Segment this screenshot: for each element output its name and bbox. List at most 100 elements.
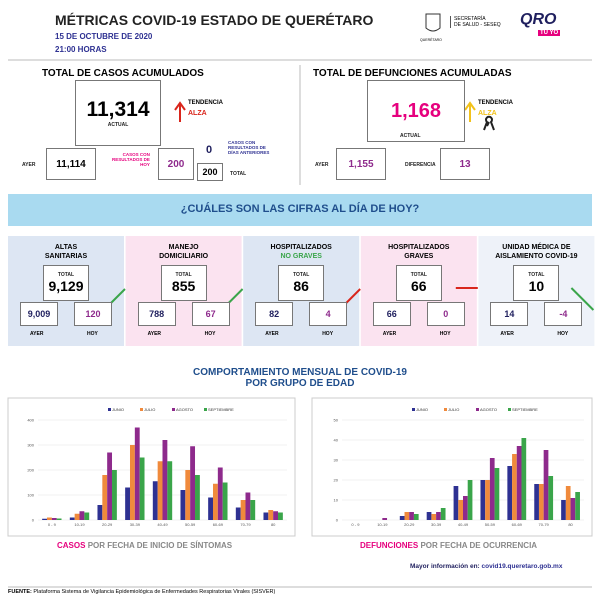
label: AYER <box>22 162 36 168</box>
bar <box>480 480 486 520</box>
bar <box>538 484 544 520</box>
label: AYER <box>315 162 329 168</box>
bar <box>250 500 256 520</box>
bar <box>134 427 140 520</box>
title: MÉTRICAS COVID-19 ESTADO DE QUERÉTARO <box>55 12 374 28</box>
card-total: 9,129 <box>48 278 84 294</box>
bar <box>84 512 90 520</box>
legend-swatch <box>508 408 511 411</box>
bar <box>565 486 571 520</box>
bar <box>507 466 513 520</box>
bar <box>107 452 113 520</box>
label: AYER <box>382 331 397 337</box>
x-tick-label: 60-69 <box>512 522 523 527</box>
caption: CASOS POR FECHA DE INICIO DE SÍNTOMAS <box>57 541 232 550</box>
bar <box>463 496 468 520</box>
card-total: 855 <box>171 278 196 294</box>
card-yesterday: 14 <box>490 302 529 326</box>
cases-previous: 0 <box>206 144 213 156</box>
bar <box>56 518 62 520</box>
bar <box>404 512 410 520</box>
bar <box>152 481 158 520</box>
footer-text: Plataforma Sistema de Vigilancia Epidemi… <box>33 589 276 595</box>
card-yesterday: 82 <box>255 302 294 326</box>
bar <box>102 475 108 520</box>
card-title: AISLAMIENTO COVID-19 <box>495 253 578 260</box>
caption-key: DEFUNCIONES <box>360 541 419 550</box>
cases-current: 11,314 <box>86 98 150 121</box>
bar <box>212 483 218 520</box>
state-label: QUERÉTARO <box>420 38 442 42</box>
y-tick-label: 400 <box>27 418 34 423</box>
x-tick-label: 50-59 <box>485 522 496 527</box>
ribbon-icon <box>483 115 495 131</box>
bar <box>69 517 75 520</box>
card-title: SANITARIAS <box>44 253 88 260</box>
y-tick-label: 100 <box>27 493 34 498</box>
bar <box>575 492 580 520</box>
x-tick-label: 80 <box>568 522 573 527</box>
legend-label: AGOSTO <box>176 407 193 412</box>
legend-swatch <box>204 408 207 411</box>
agency: SECRETARÍA DE SALUD - SESEQ <box>450 16 501 28</box>
y-tick-label: 0 <box>336 518 339 523</box>
bar <box>543 450 549 520</box>
label: TOTAL <box>410 272 427 278</box>
legend-label: JULIO <box>144 407 155 412</box>
bar <box>222 482 228 520</box>
bar <box>399 516 405 520</box>
brand-sub: TÚ YO <box>538 30 561 36</box>
label: AYER <box>30 331 44 337</box>
legend-label: JULIO <box>448 407 459 412</box>
card-total: 66 <box>411 278 427 294</box>
x-tick-label: 30-39 <box>431 522 442 527</box>
bar <box>570 498 576 520</box>
card-title: MANEJO <box>168 244 199 251</box>
label: DIFERENCIA <box>405 162 436 168</box>
bar <box>240 500 246 520</box>
legend-swatch <box>476 408 479 411</box>
cases-total: 200 <box>197 163 223 181</box>
y-tick-label: 30 <box>334 458 339 463</box>
cases-yesterday: 11,114 <box>46 148 96 180</box>
y-tick-label: 300 <box>27 443 34 448</box>
bar <box>268 510 274 520</box>
card-yesterday: 788 <box>137 302 176 326</box>
bar <box>208 497 213 520</box>
footer-label: FUENTE: <box>8 589 32 595</box>
label: TOTAL <box>57 272 75 278</box>
bar <box>195 475 200 520</box>
monthly-title: COMPORTAMIENTO MENSUAL DE COVID-19 POR GR… <box>0 367 600 389</box>
bar <box>489 458 495 520</box>
card-total: 86 <box>293 278 309 294</box>
card-title: HOSPITALIZADOS <box>270 244 332 251</box>
legend-label: JUNIO <box>112 407 124 412</box>
card-total-box: TOTAL 10 <box>513 265 560 301</box>
bar <box>263 512 269 520</box>
card-title: UNIDAD MÉDICA DE <box>502 244 571 251</box>
bar <box>157 461 163 520</box>
y-tick-label: 0 <box>32 518 35 523</box>
card-total-box: TOTAL 86 <box>278 265 325 301</box>
bar <box>51 518 57 520</box>
cases-today: 200 <box>158 148 194 180</box>
bar <box>512 454 517 520</box>
trend-label: TENDENCIA <box>478 100 514 106</box>
card-total: 10 <box>528 278 545 294</box>
card-total-box: TOTAL 9,129 <box>43 265 89 301</box>
bar <box>534 484 539 520</box>
bar <box>46 517 52 520</box>
bar <box>235 507 241 520</box>
bar <box>278 512 283 520</box>
caption-text: POR FECHA DE OCURRENCIA <box>420 541 538 550</box>
deaths-difference: 13 <box>440 148 490 180</box>
x-tick-label: 10-19 <box>74 522 85 527</box>
time: 21:00 HORAS <box>55 45 107 54</box>
bar <box>561 500 566 520</box>
label: HOY <box>87 331 98 337</box>
card-today: 120 <box>74 302 112 326</box>
link[interactable]: covid19.queretaro.gob.mx <box>481 563 563 570</box>
legend-swatch <box>140 408 143 411</box>
y-tick-label: 40 <box>334 438 339 443</box>
